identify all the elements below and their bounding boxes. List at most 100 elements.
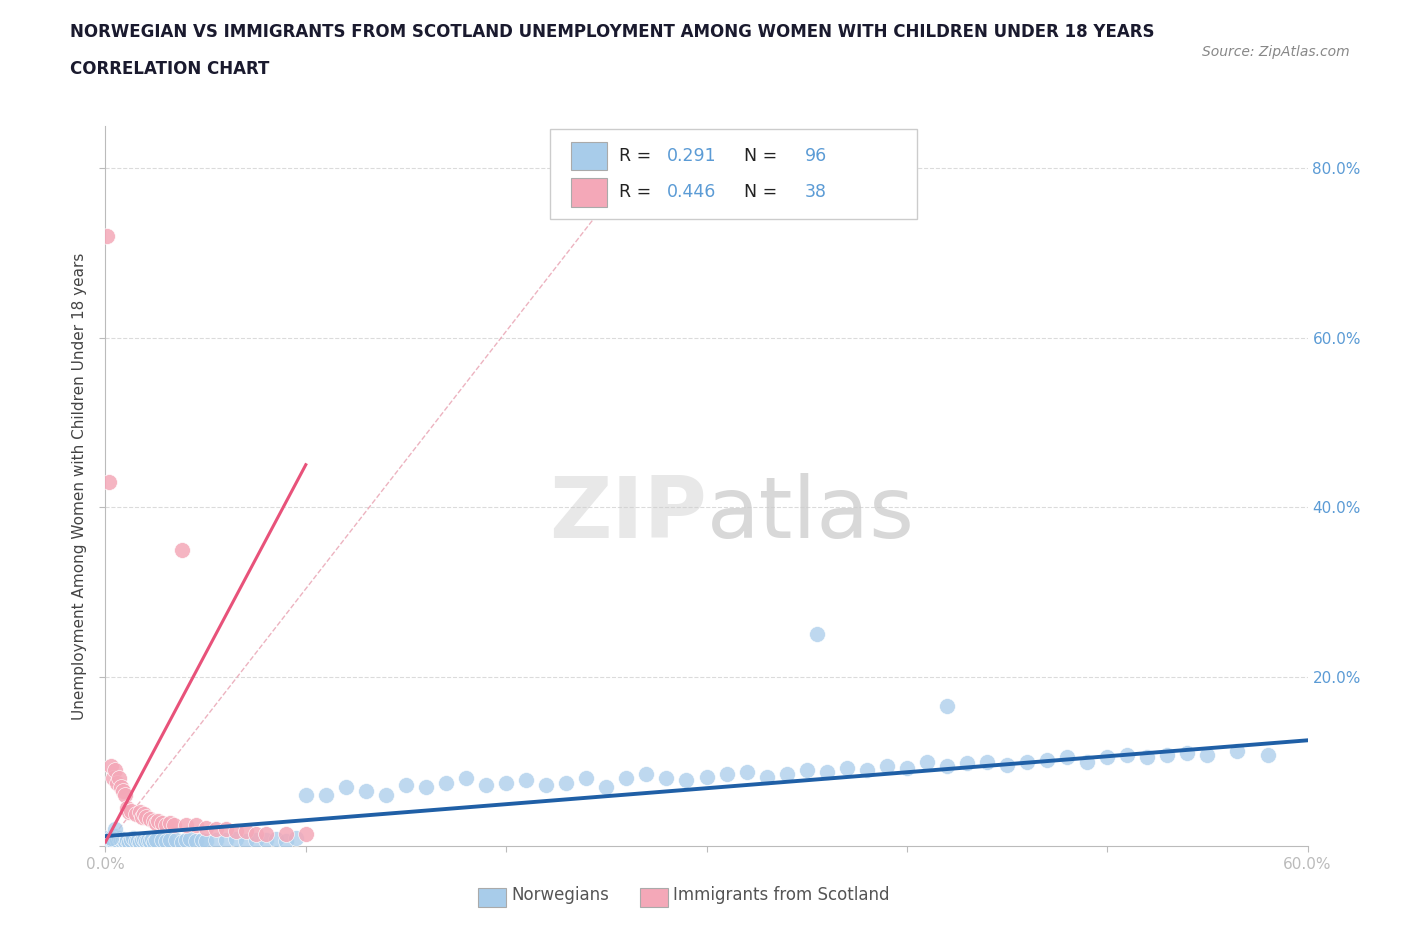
- Point: [254, 826, 277, 841]
- Text: NORWEGIAN VS IMMIGRANTS FROM SCOTLAND UNEMPLOYMENT AMONG WOMEN WITH CHILDREN UND: NORWEGIAN VS IMMIGRANTS FROM SCOTLAND UN…: [70, 23, 1154, 41]
- Point: [415, 779, 437, 794]
- Point: [132, 831, 155, 846]
- Point: [806, 627, 828, 642]
- Point: [374, 788, 398, 803]
- Point: [956, 756, 979, 771]
- Point: [138, 812, 160, 827]
- Text: 0.291: 0.291: [666, 147, 717, 165]
- Point: [815, 764, 838, 779]
- Point: [1036, 752, 1059, 767]
- Point: [1017, 754, 1039, 769]
- Point: [100, 758, 122, 773]
- Point: [159, 815, 181, 830]
- Point: [170, 834, 193, 849]
- Point: [515, 773, 537, 788]
- Point: [142, 834, 165, 849]
- Point: [274, 826, 297, 841]
- Point: [936, 699, 959, 714]
- Point: [190, 832, 212, 847]
- Point: [716, 766, 738, 781]
- Point: [796, 763, 818, 777]
- Point: [128, 834, 150, 849]
- Point: [855, 763, 877, 777]
- Point: [1097, 750, 1119, 764]
- Point: [495, 776, 517, 790]
- Point: [655, 771, 678, 786]
- Text: Norwegians: Norwegians: [512, 885, 610, 904]
- Point: [122, 830, 145, 845]
- Point: [142, 814, 165, 829]
- Point: [915, 754, 938, 769]
- Point: [150, 815, 173, 830]
- Point: [131, 809, 153, 824]
- Point: [534, 777, 557, 792]
- Y-axis label: Unemployment Among Women with Children Under 18 years: Unemployment Among Women with Children U…: [72, 252, 87, 720]
- Point: [155, 834, 177, 849]
- Point: [755, 769, 778, 784]
- Point: [174, 817, 197, 832]
- FancyBboxPatch shape: [550, 129, 917, 219]
- Text: R =: R =: [619, 147, 657, 165]
- Point: [1116, 748, 1139, 763]
- Text: N =: N =: [733, 183, 783, 202]
- Point: [135, 834, 157, 849]
- Point: [117, 801, 139, 816]
- Point: [104, 822, 127, 837]
- Point: [274, 834, 297, 849]
- Point: [696, 769, 718, 784]
- Bar: [571, 141, 607, 170]
- Point: [214, 822, 236, 837]
- Point: [117, 832, 139, 847]
- Point: [107, 776, 129, 790]
- Point: [675, 773, 697, 788]
- Point: [98, 834, 121, 849]
- Text: atlas: atlas: [707, 473, 914, 556]
- Point: [121, 833, 143, 848]
- Point: [110, 779, 132, 794]
- Point: [96, 830, 118, 845]
- Point: [136, 832, 159, 847]
- Point: [145, 815, 167, 830]
- Point: [204, 822, 226, 837]
- Point: [132, 806, 155, 821]
- Point: [636, 766, 658, 781]
- Text: CORRELATION CHART: CORRELATION CHART: [70, 60, 270, 78]
- Point: [114, 788, 136, 803]
- Point: [103, 834, 125, 849]
- Point: [112, 784, 135, 799]
- Point: [295, 788, 318, 803]
- Point: [284, 830, 307, 845]
- Point: [936, 758, 959, 773]
- Point: [174, 833, 197, 848]
- Point: [118, 805, 141, 820]
- Point: [118, 834, 141, 849]
- Point: [225, 824, 247, 839]
- Point: [141, 831, 163, 846]
- Point: [128, 805, 150, 820]
- Point: [108, 771, 131, 786]
- Point: [107, 832, 129, 847]
- Point: [108, 830, 131, 845]
- Point: [159, 833, 181, 848]
- Text: Immigrants from Scotland: Immigrants from Scotland: [673, 885, 890, 904]
- Point: [110, 833, 132, 848]
- Point: [1056, 750, 1078, 764]
- Point: [146, 814, 169, 829]
- Point: [184, 834, 207, 849]
- Point: [114, 834, 136, 849]
- Point: [896, 761, 918, 776]
- Text: N =: N =: [733, 147, 783, 165]
- Point: [100, 830, 122, 845]
- Point: [1177, 746, 1199, 761]
- Point: [96, 229, 118, 244]
- Point: [121, 804, 143, 818]
- Point: [475, 777, 498, 792]
- Point: [150, 832, 173, 847]
- Point: [776, 766, 799, 781]
- Point: [354, 784, 377, 799]
- Point: [145, 833, 167, 848]
- Point: [100, 832, 122, 847]
- Point: [1226, 744, 1249, 759]
- Point: [835, 761, 858, 776]
- Point: [162, 817, 184, 832]
